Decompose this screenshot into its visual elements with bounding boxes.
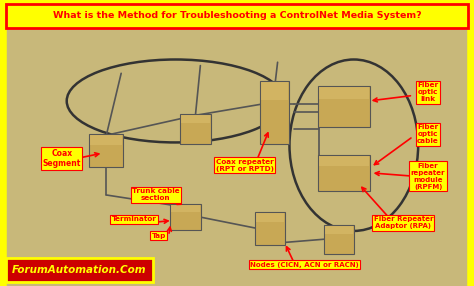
FancyBboxPatch shape — [6, 4, 468, 28]
FancyBboxPatch shape — [4, 4, 470, 286]
FancyBboxPatch shape — [319, 87, 369, 99]
FancyBboxPatch shape — [255, 212, 284, 245]
Text: Nodes (CICN, ACN or RACN): Nodes (CICN, ACN or RACN) — [250, 262, 359, 268]
FancyBboxPatch shape — [180, 114, 211, 144]
FancyBboxPatch shape — [256, 213, 283, 222]
FancyBboxPatch shape — [318, 155, 370, 190]
Text: ForumAutomation.Com: ForumAutomation.Com — [12, 265, 147, 275]
Text: Fiber
optic
link: Fiber optic link — [418, 82, 438, 102]
FancyBboxPatch shape — [91, 135, 122, 144]
Text: Fiber Repeater
Adaptor (RPA): Fiber Repeater Adaptor (RPA) — [374, 216, 433, 229]
Text: What is the Method for Troubleshooting a ControlNet Media System?: What is the Method for Troubleshooting a… — [53, 11, 421, 20]
Text: Coax repeater
(RPT or RPTD): Coax repeater (RPT or RPTD) — [216, 159, 274, 172]
FancyBboxPatch shape — [318, 86, 370, 127]
FancyBboxPatch shape — [260, 81, 290, 144]
FancyBboxPatch shape — [171, 205, 201, 212]
FancyBboxPatch shape — [170, 204, 201, 231]
Text: Trunk cable
section: Trunk cable section — [132, 188, 180, 201]
FancyBboxPatch shape — [325, 226, 353, 234]
FancyBboxPatch shape — [324, 225, 354, 254]
FancyBboxPatch shape — [319, 156, 369, 166]
Text: Fiber
repeater
module
(RPFM): Fiber repeater module (RPFM) — [411, 163, 445, 190]
Text: Tap: Tap — [152, 233, 166, 239]
Text: Terminator: Terminator — [111, 216, 156, 222]
Text: Coax
Segment: Coax Segment — [43, 149, 81, 168]
Text: Fiber
optic
cable: Fiber optic cable — [417, 124, 439, 144]
FancyBboxPatch shape — [6, 258, 153, 282]
FancyBboxPatch shape — [261, 82, 289, 100]
FancyBboxPatch shape — [90, 134, 123, 167]
FancyBboxPatch shape — [181, 115, 210, 123]
